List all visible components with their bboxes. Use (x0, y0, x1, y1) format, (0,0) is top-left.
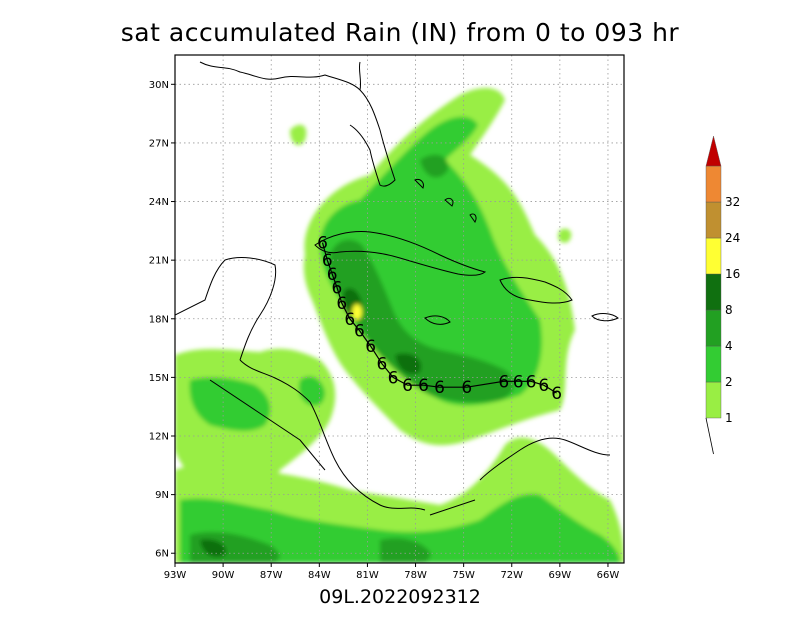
map-gridlines (175, 55, 624, 563)
lat-tick-label: 9N (155, 490, 169, 501)
lon-tick-label: 72W (500, 570, 523, 581)
colorbar-swatch (705, 201, 722, 239)
colorbar-swatch (705, 345, 722, 383)
colorbar-label: 2 (725, 375, 733, 389)
storm-symbol: 6 (322, 251, 333, 271)
lon-tick-label: 90W (212, 570, 235, 581)
storm-track-line (321, 242, 557, 394)
colorbar-label: 16 (725, 267, 740, 281)
storm-symbol: 6 (365, 337, 376, 357)
lat-tick-label: 27N (149, 138, 169, 149)
colorbar-label: 32 (725, 195, 740, 209)
lat-tick-label: 18N (149, 314, 169, 325)
storm-symbol: 6 (376, 355, 387, 375)
storm-symbol: 6 (354, 321, 365, 341)
map-title: sat accumulated Rain (IN) from 0 to 093 … (120, 18, 680, 47)
colorbar-label: 8 (725, 303, 733, 317)
colorbar-label: 1 (725, 411, 733, 425)
storm-symbol: 6 (327, 265, 338, 285)
lat-tick-label: 21N (149, 256, 169, 267)
storm-symbol: 6 (317, 234, 328, 254)
storm-symbol: 6 (551, 384, 562, 404)
lon-tick-label: 93W (164, 570, 187, 581)
axis-ticks (171, 83, 609, 567)
colorbar-swatch (705, 309, 722, 347)
lat-tick-label: 30N (149, 80, 169, 91)
coastlines (175, 61, 619, 516)
colorbar-min-arrow (705, 417, 714, 455)
latitude-labels: 6N 9N 12N 15N 18N 21N 24N 27N 30N (149, 80, 169, 560)
storm-symbol: 6 (388, 368, 399, 388)
storm-symbol: 6 (538, 376, 549, 396)
lat-tick-label: 15N (149, 373, 169, 384)
colorbar-label: 24 (725, 231, 740, 245)
lon-tick-label: 78W (404, 570, 427, 581)
storm-symbol: 6 (513, 372, 524, 392)
storm-symbol: 6 (434, 378, 445, 398)
storm-symbol: 6 (461, 378, 472, 398)
lon-tick-label: 66W (597, 570, 620, 581)
longitude-labels: 93W 90W 87W 84W 81W 78W 75W 72W 69W 66W (164, 570, 620, 581)
lat-tick-label: 24N (149, 197, 169, 208)
storm-symbol: 6 (332, 279, 343, 299)
map-subtitle: 09L.2022092312 (319, 586, 481, 608)
colorbar-swatch (705, 237, 722, 275)
colorbar-max-arrow (705, 135, 722, 167)
colorbar-swatch (705, 165, 722, 203)
storm-symbol: 6 (402, 376, 413, 396)
storm-symbol: 6 (336, 294, 347, 314)
lon-tick-label: 84W (308, 570, 331, 581)
storm-symbol: 6 (418, 376, 429, 396)
colorbar-swatch (705, 381, 722, 419)
lon-tick-label: 69W (549, 570, 572, 581)
map-frame (174, 54, 625, 564)
lon-tick-label: 81W (356, 570, 379, 581)
storm-symbol: 6 (526, 372, 537, 392)
rain-swaths (175, 88, 624, 563)
storm-symbol: 6 (344, 310, 355, 330)
storm-symbol: 6 (498, 372, 509, 392)
lat-tick-label: 6N (155, 549, 169, 560)
lat-tick-label: 12N (149, 432, 169, 443)
lon-tick-label: 87W (260, 570, 283, 581)
colorbar-swatch (705, 273, 722, 311)
colorbar-label: 4 (725, 339, 733, 353)
lon-tick-label: 75W (452, 570, 475, 581)
